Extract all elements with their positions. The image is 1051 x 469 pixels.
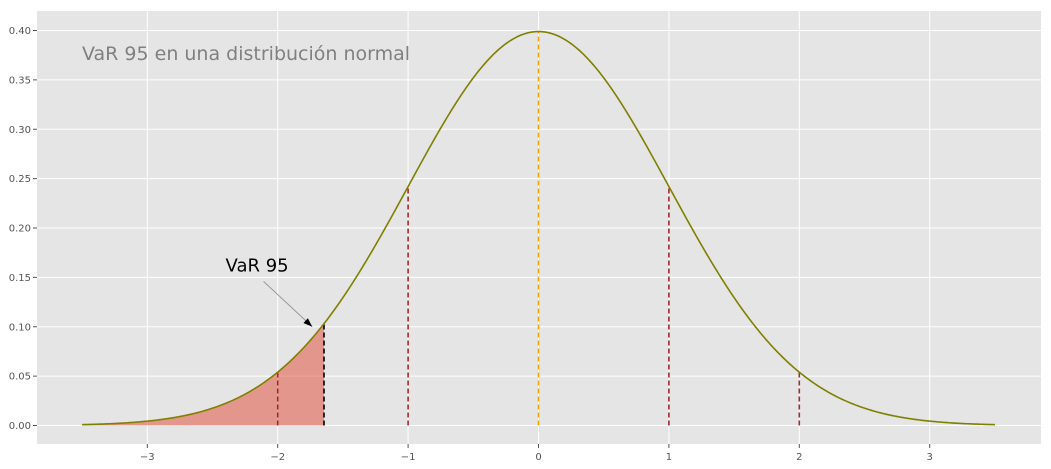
var-shaded-area xyxy=(82,323,324,426)
x-tick-label: 3 xyxy=(927,452,933,463)
y-tick-label: 0.35 xyxy=(9,75,31,86)
y-tick-label: 0.40 xyxy=(9,26,31,37)
annotation: VaR 95 xyxy=(226,255,313,328)
y-tick-label: 0.25 xyxy=(9,174,31,185)
annotation-arrow-head xyxy=(303,318,313,327)
y-tick-label: 0.00 xyxy=(9,421,31,432)
vertical-lines xyxy=(276,31,801,426)
curve-layer xyxy=(82,30,995,426)
x-tick-label: −3 xyxy=(140,452,155,463)
y-tick-label: 0.30 xyxy=(9,125,31,136)
y-tick-label: 0.15 xyxy=(9,273,31,284)
x-tick-label: 0 xyxy=(535,452,541,463)
x-tick-label: −2 xyxy=(270,452,285,463)
annotation-label: VaR 95 xyxy=(226,255,289,276)
y-tick-label: 0.20 xyxy=(9,224,31,235)
x-tick-label: −1 xyxy=(401,452,416,463)
x-axis-ticks: −3 −2 −1 0 1 2 3 xyxy=(140,444,933,463)
x-tick-label: 2 xyxy=(796,452,802,463)
y-tick-label: 0.05 xyxy=(9,372,31,383)
y-axis-ticks: 0.00 0.05 0.10 0.15 0.20 0.25 0.30 0.35 0.40 xyxy=(9,26,37,432)
shaded-region-layer xyxy=(82,323,324,426)
y-tick-label: 0.10 xyxy=(9,322,31,333)
chart-title: VaR 95 en una distribución normal xyxy=(82,43,410,65)
x-tick-label: 1 xyxy=(666,452,672,463)
normal-pdf-curve xyxy=(82,30,995,426)
annotation-arrow-line xyxy=(263,281,313,328)
